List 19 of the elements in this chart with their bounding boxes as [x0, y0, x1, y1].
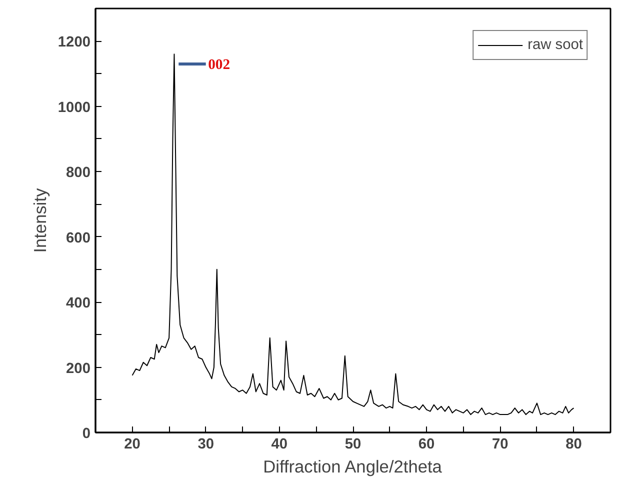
y-tick-label: 600	[66, 230, 91, 246]
y-tick-label: 0	[82, 426, 91, 442]
y-tick-label: 1000	[58, 100, 91, 116]
x-tick-label: 60	[418, 436, 435, 452]
line-series	[132, 54, 574, 416]
x-tick-label: 80	[566, 436, 582, 452]
x-axis-title: Diffraction Angle/2theta	[263, 456, 442, 476]
x-tick-label: 50	[344, 436, 362, 452]
x-tick-label: 70	[492, 436, 508, 452]
y-tick-label: 200	[66, 360, 91, 377]
x-tick-label: 30	[198, 436, 214, 452]
legend-label: raw soot	[528, 37, 583, 53]
y-tick-label: 1200	[58, 34, 91, 51]
x-tick-label: 40	[271, 436, 288, 452]
y-tick-label: 400	[66, 296, 91, 312]
y-tick-label: 800	[66, 165, 91, 182]
y-axis-title: Intensity	[30, 188, 50, 253]
annotation: 002	[208, 56, 230, 73]
x-tick-label: 20	[124, 436, 140, 452]
